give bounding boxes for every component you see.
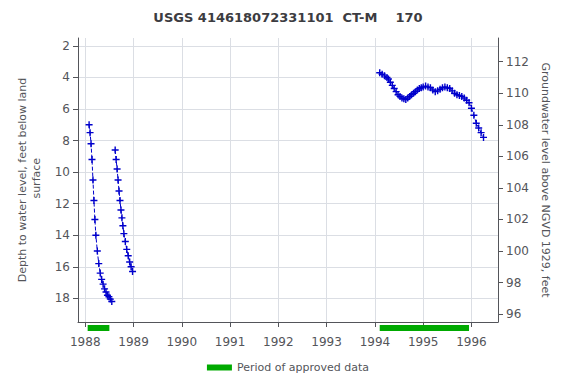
svg-text:1993: 1993 — [311, 335, 342, 349]
svg-text:16: 16 — [55, 260, 70, 274]
svg-text:112: 112 — [506, 55, 529, 69]
svg-text:102: 102 — [506, 212, 529, 226]
svg-text:Depth to water level, feet bel: Depth to water level, feet below land — [16, 78, 29, 283]
svg-text:6: 6 — [62, 102, 70, 116]
svg-text:14: 14 — [55, 228, 70, 242]
svg-text:USGS 414618072331101 CT-M: USGS 414618072331101 CT-M 170 — [153, 10, 422, 25]
svg-text:96: 96 — [506, 307, 521, 321]
svg-text:106: 106 — [506, 149, 529, 163]
svg-text:100: 100 — [506, 244, 529, 258]
svg-text:98: 98 — [506, 276, 521, 290]
svg-text:4: 4 — [62, 70, 70, 84]
svg-text:1991: 1991 — [215, 335, 246, 349]
svg-text:1995: 1995 — [408, 335, 439, 349]
svg-text:1990: 1990 — [167, 335, 198, 349]
svg-text:18: 18 — [55, 291, 70, 305]
svg-text:surface: surface — [30, 158, 43, 202]
svg-text:1988: 1988 — [70, 335, 101, 349]
svg-text:108: 108 — [506, 118, 529, 132]
svg-text:8: 8 — [62, 134, 70, 148]
svg-text:10: 10 — [55, 165, 70, 179]
svg-text:1996: 1996 — [456, 335, 487, 349]
svg-text:Groundwater level above NGVD 1: Groundwater level above NGVD 1929, feet — [539, 62, 552, 298]
svg-text:1989: 1989 — [118, 335, 149, 349]
svg-text:12: 12 — [55, 197, 70, 211]
svg-text:Period of approved data: Period of approved data — [237, 361, 369, 374]
svg-text:1992: 1992 — [263, 335, 294, 349]
svg-text:1994: 1994 — [360, 335, 391, 349]
svg-text:2: 2 — [62, 39, 70, 53]
svg-text:110: 110 — [506, 86, 529, 100]
svg-text:104: 104 — [506, 181, 529, 195]
